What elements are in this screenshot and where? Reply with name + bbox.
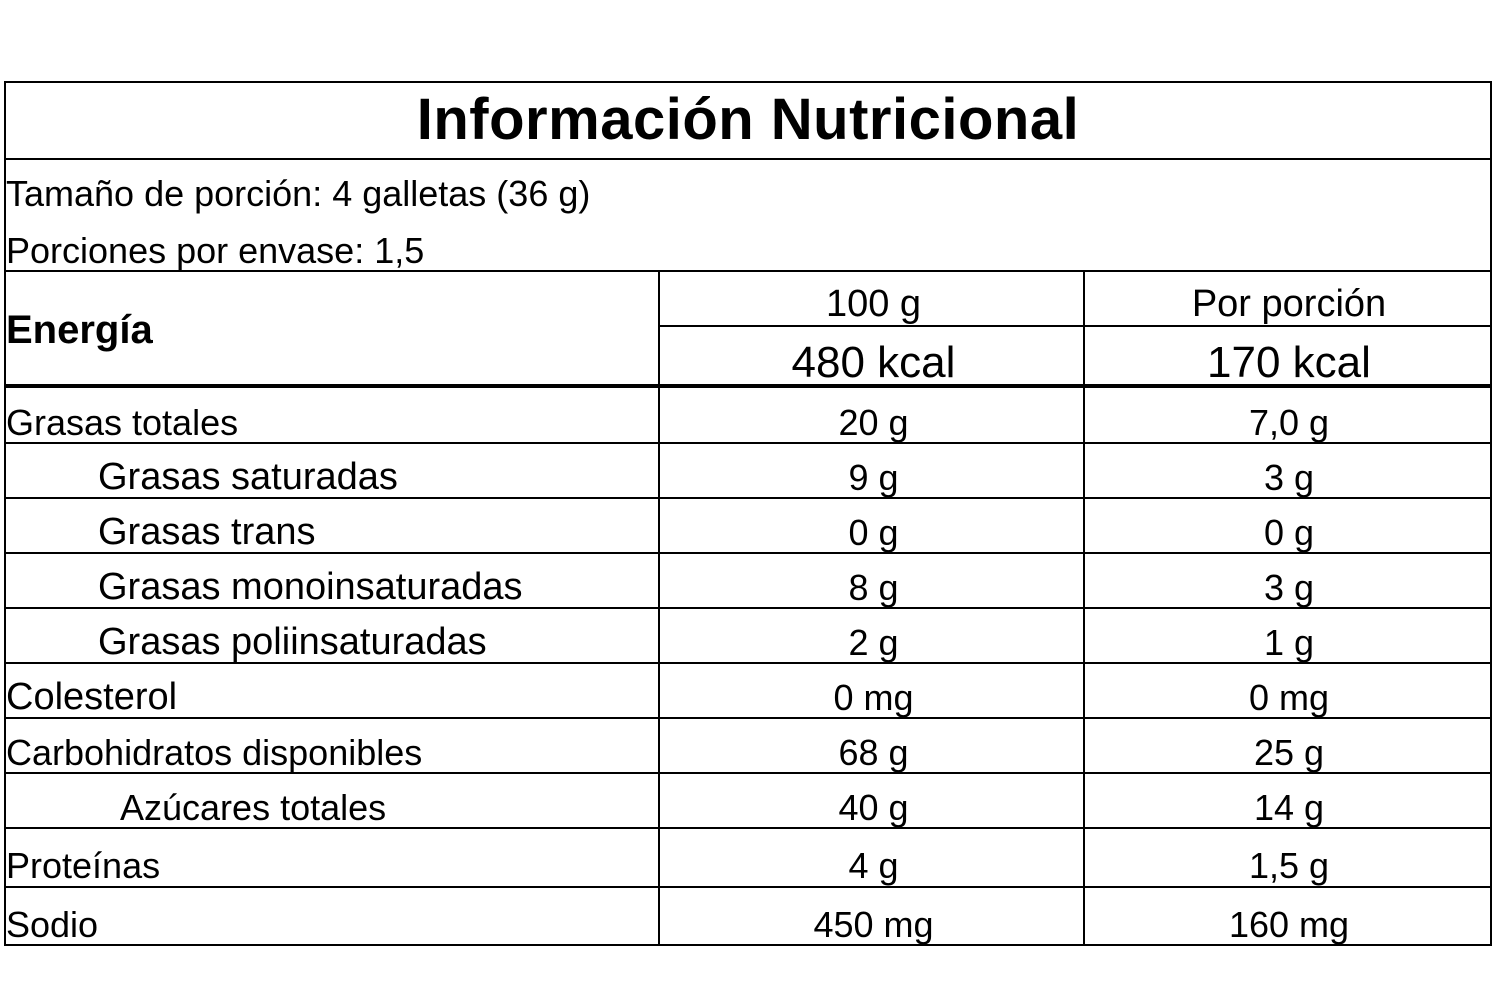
value-100g: 9 g xyxy=(848,457,899,498)
value-portion: 1 g xyxy=(1263,622,1315,663)
value-100g: 2 g xyxy=(848,622,899,663)
table-title: Información Nutricional xyxy=(416,87,1080,152)
divider xyxy=(660,325,1492,327)
row-divider xyxy=(6,442,1490,444)
nutrient-name: Colesterol xyxy=(6,676,178,718)
serving-size: Tamaño de porción: 4 galletas (36 g) xyxy=(6,173,591,214)
row-divider xyxy=(6,827,1490,829)
nutrient-name: Sodio xyxy=(6,904,99,945)
value-100g: 40 g xyxy=(838,787,909,828)
value-100g: 20 g xyxy=(838,402,909,443)
row-divider xyxy=(6,886,1490,888)
row-divider xyxy=(6,772,1490,774)
value-portion: 3 g xyxy=(1263,567,1315,608)
nutrient-name: Grasas saturadas xyxy=(98,456,398,498)
value-portion: 14 g xyxy=(1253,787,1325,828)
nutrient-name: Grasas poliinsaturadas xyxy=(98,621,487,663)
row-divider xyxy=(6,717,1490,719)
value-100g: 8 g xyxy=(848,567,899,608)
value-100g: 0 mg xyxy=(833,677,914,718)
nutrition-facts-table: Información Nutricional Tamaño de porció… xyxy=(4,81,1492,946)
thick-divider xyxy=(6,384,1490,388)
value-portion: 7,0 g xyxy=(1248,402,1330,443)
column-header-portion: Por porción xyxy=(1191,283,1387,325)
energy-value-portion: 170 kcal xyxy=(1207,338,1371,387)
row-divider xyxy=(6,607,1490,609)
row-divider xyxy=(6,552,1490,554)
nutrient-name: Azúcares totales xyxy=(120,787,387,828)
divider xyxy=(6,158,1490,160)
row-divider xyxy=(6,662,1490,664)
value-portion: 0 mg xyxy=(1248,677,1330,718)
column-header-100g: 100 g xyxy=(825,283,922,325)
energy-label: Energía xyxy=(6,308,153,352)
servings-per-container: Porciones por envase: 1,5 xyxy=(6,230,425,271)
nutrient-name: Grasas monoinsaturadas xyxy=(98,566,523,608)
nutrient-name: Carbohidratos disponibles xyxy=(6,732,423,773)
energy-value-100g: 480 kcal xyxy=(791,338,956,387)
value-portion: 3 g xyxy=(1263,457,1315,498)
row-divider xyxy=(6,497,1490,499)
value-portion: 0 g xyxy=(1263,512,1315,553)
value-portion: 160 mg xyxy=(1228,904,1350,945)
nutrient-name: Proteínas xyxy=(6,845,161,886)
nutrient-name: Grasas totales xyxy=(6,402,239,443)
value-100g: 0 g xyxy=(848,512,899,553)
value-portion: 25 g xyxy=(1253,732,1325,773)
value-100g: 450 mg xyxy=(813,904,934,945)
nutrient-name: Grasas trans xyxy=(98,511,316,553)
value-100g: 4 g xyxy=(848,845,899,886)
value-portion: 1,5 g xyxy=(1248,845,1330,886)
value-100g: 68 g xyxy=(838,732,909,773)
divider xyxy=(6,270,1490,272)
